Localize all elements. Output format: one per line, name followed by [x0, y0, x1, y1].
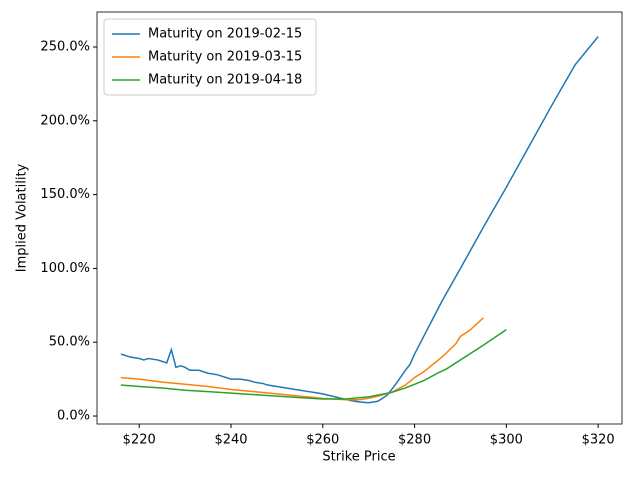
y-tick-label: 50.0%	[49, 335, 90, 350]
x-tick-label: $280	[398, 433, 431, 448]
line	[120, 317, 484, 401]
legend: Maturity on 2019-02-15 Maturity on 2019-0…	[103, 18, 317, 96]
legend-box	[103, 18, 317, 96]
x-tick-label: $260	[306, 433, 339, 448]
x-tick-label: $240	[214, 433, 247, 448]
x-tick-label: $320	[582, 433, 615, 448]
y-axis-label: Implied Volatility	[15, 163, 30, 272]
legend-label: Maturity on 2019-02-15	[148, 27, 302, 42]
line	[120, 329, 507, 400]
legend-label: Maturity on 2019-03-15	[148, 50, 302, 65]
legend-label: Maturity on 2019-04-18	[148, 73, 302, 88]
x-tick-label: $300	[490, 433, 523, 448]
y-tick-label: 250.0%	[40, 39, 90, 54]
y-tick-label: 0.0%	[57, 409, 90, 424]
y-tick-label: 100.0%	[40, 261, 90, 276]
y-tick-label: 200.0%	[40, 113, 90, 128]
plot-frame	[96, 11, 623, 425]
x-tick-label: $220	[123, 433, 156, 448]
y-tick-label: 150.0%	[40, 187, 90, 202]
line	[120, 36, 599, 404]
x-axis-label: Strike Price	[322, 450, 395, 465]
